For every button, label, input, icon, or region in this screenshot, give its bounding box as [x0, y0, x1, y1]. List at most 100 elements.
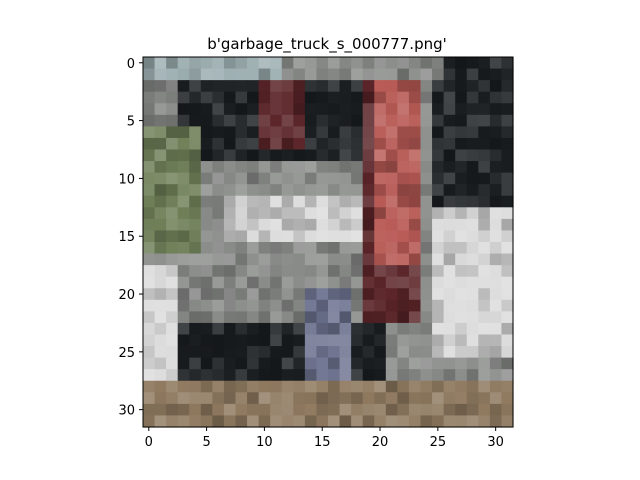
pixel-cell [478, 68, 491, 81]
pixel-cell [466, 322, 479, 336]
pixel-cell [501, 346, 514, 359]
pixel-cell [154, 288, 167, 301]
pixel-cell [143, 357, 156, 370]
pixel-cell [443, 126, 456, 139]
pixel-cell [478, 311, 491, 324]
pixel-cell [408, 253, 422, 266]
pixel-cell [443, 114, 456, 127]
pixel-cell [200, 299, 213, 312]
pixel-cell [154, 57, 167, 70]
pixel-cell [235, 346, 248, 359]
pixel-cell [143, 369, 156, 382]
pixel-cell [443, 403, 456, 417]
pixel-cell [177, 415, 190, 428]
pixel-cell [408, 392, 422, 405]
pixel-cell [235, 126, 248, 139]
pixel-cell [443, 334, 456, 347]
pixel-cell [154, 242, 167, 255]
pixel-cell [212, 380, 225, 393]
pixel-cell [235, 230, 248, 243]
pixel-cell [304, 161, 318, 174]
pixel-cell [408, 265, 422, 278]
pixel-cell [351, 415, 364, 428]
pixel-cell [408, 230, 422, 243]
pixel-cell [154, 195, 167, 208]
pixel-cell [281, 357, 294, 370]
pixel-cell [189, 253, 202, 266]
pixel-cell [385, 288, 398, 301]
pixel-cell [247, 242, 260, 255]
y-tick-label: 30 [118, 404, 135, 419]
pixel-cell [478, 415, 491, 428]
pixel-cell [281, 288, 294, 301]
pixel-cell [235, 299, 248, 312]
pixel-cell [420, 184, 433, 197]
pixel-cell [478, 149, 491, 162]
pixel-cell [362, 80, 375, 93]
pixel-cell [247, 161, 260, 174]
pixel-cell [362, 380, 375, 393]
pixel-cell [374, 91, 387, 104]
pixel-cell [154, 276, 167, 289]
pixel-cell [374, 161, 387, 174]
pixel-cell [385, 184, 398, 197]
pixel-cell [328, 161, 341, 174]
pixel-cell [489, 403, 503, 417]
pixel-cell [489, 103, 503, 116]
pixel-cell [189, 276, 202, 289]
pixel-cell [235, 415, 248, 428]
pixel-cell [501, 392, 514, 405]
pixel-cell [258, 137, 271, 151]
pixel-cell [281, 392, 294, 405]
pixel-cell [293, 357, 306, 370]
pixel-cell [351, 346, 364, 359]
pixel-cell [489, 276, 503, 289]
pixel-cell [466, 103, 479, 116]
pixel-cell [351, 288, 364, 301]
pixel-cell [235, 91, 248, 104]
pixel-cell [489, 322, 503, 336]
pixel-cell [339, 184, 352, 197]
pixel-cell [339, 288, 352, 301]
pixel-cell [293, 311, 306, 324]
pixel-cell [374, 68, 387, 81]
pixel-cell [432, 311, 445, 324]
pixel-cell [304, 276, 318, 289]
pixel-cell [189, 103, 202, 116]
pixel-cell [235, 392, 248, 405]
pixel-cell [432, 137, 445, 151]
pixel-cell [223, 242, 237, 255]
pixel-cell [351, 322, 364, 336]
pixel-cell [362, 114, 375, 127]
pixel-cell [455, 415, 468, 428]
pixel-cell [258, 334, 271, 347]
pixel-cell [200, 369, 213, 382]
pixel-cell [374, 253, 387, 266]
pixel-cell [374, 57, 387, 70]
pixel-cell [374, 403, 387, 417]
pixel-cell [304, 137, 318, 151]
pixel-cell [270, 218, 283, 232]
pixel-cell [281, 322, 294, 336]
pixel-cell [328, 369, 341, 382]
pixel-cell [362, 207, 375, 220]
pixel-cell [339, 253, 352, 266]
pixel-cell [362, 218, 375, 232]
pixel-cell [420, 57, 433, 70]
pixel-cell [489, 369, 503, 382]
pixel-cell [200, 265, 213, 278]
pixel-cell [235, 242, 248, 255]
pixel-cell [293, 380, 306, 393]
pixel-cell [293, 276, 306, 289]
pixel-cell [223, 369, 237, 382]
pixel-cell [455, 172, 468, 185]
pixel-cell [362, 276, 375, 289]
pixel-cell [489, 299, 503, 312]
pixel-cell [293, 207, 306, 220]
pixel-cell [339, 80, 352, 93]
pixel-cell [397, 103, 410, 116]
pixel-cell [177, 299, 190, 312]
pixel-cell [304, 403, 318, 417]
pixel-cell [270, 137, 283, 151]
pixel-cell [177, 91, 190, 104]
